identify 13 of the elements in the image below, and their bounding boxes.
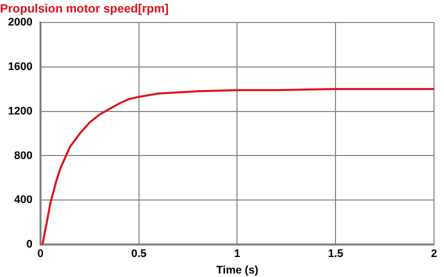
y-tick-label: 1200 xyxy=(8,105,32,118)
y-tick-label: 2000 xyxy=(8,16,32,28)
y-tick-label: 800 xyxy=(14,150,32,162)
x-axis-title: Time (s) xyxy=(216,264,259,276)
chart-title: Propulsion motor speed[rpm] xyxy=(0,2,169,16)
x-tick-label: 2 xyxy=(430,248,438,260)
x-tick-label: 0 xyxy=(37,248,44,260)
y-tick-label: 1600 xyxy=(8,60,32,73)
y-tick-label: 400 xyxy=(14,194,32,206)
x-tick-label: 1 xyxy=(234,248,240,260)
x-tick-label: 1.5 xyxy=(328,248,344,260)
x-tick-label: 0.5 xyxy=(131,248,146,260)
y-tick-label: 0 xyxy=(26,238,32,251)
